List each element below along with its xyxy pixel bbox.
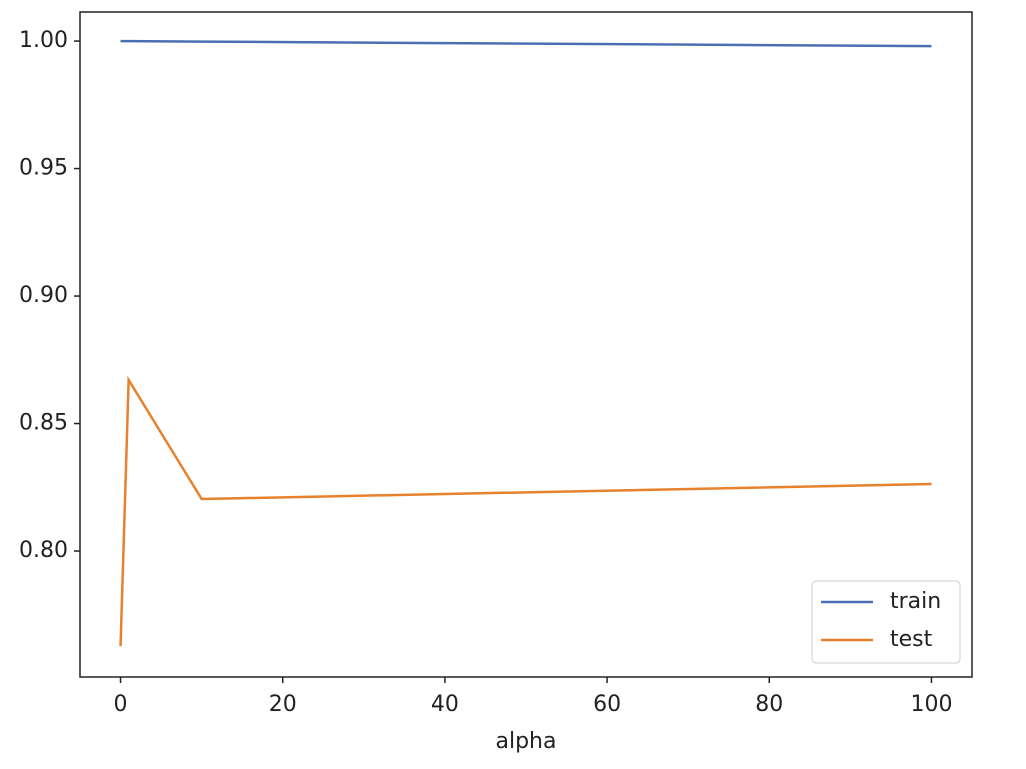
x-tick-label: 60 [593, 692, 621, 717]
x-tick-label: 100 [910, 692, 952, 717]
x-tick-label: 0 [114, 692, 128, 717]
y-tick-label: 0.85 [19, 411, 68, 436]
y-tick-label: 0.80 [19, 538, 68, 563]
y-tick-label: 0.95 [19, 156, 68, 181]
y-tick-label: 1.00 [19, 28, 68, 53]
x-tick-label: 40 [431, 692, 459, 717]
x-tick-label: 80 [755, 692, 783, 717]
series-line [119, 375, 932, 647]
x-tick-label: 20 [269, 692, 297, 717]
y-tick-label: 0.90 [19, 283, 68, 308]
plot-frame [79, 11, 973, 678]
legend-label: test [890, 627, 933, 652]
x-axis-label: alpha [496, 729, 557, 754]
legend-label: train [890, 589, 941, 614]
series-line [120, 39, 932, 48]
